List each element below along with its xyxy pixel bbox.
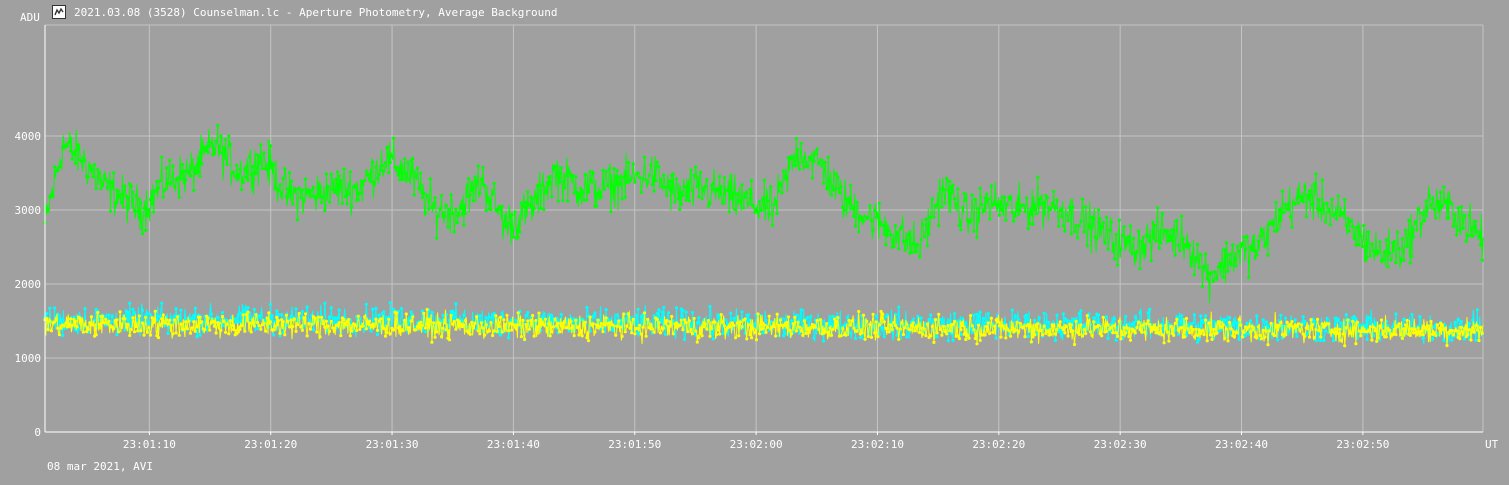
plot-grid [45, 24, 1484, 432]
lightcurve-app-icon [52, 5, 66, 19]
series-layer [43, 123, 1484, 348]
x-tick-label: 23:02:30 [1094, 438, 1147, 451]
x-tick-label: 23:02:00 [730, 438, 783, 451]
x-tick-label: 23:01:40 [487, 438, 540, 451]
x-tick-label: 23:01:30 [366, 438, 419, 451]
x-axis-label: UT [1485, 438, 1499, 451]
y-tick-label: 1000 [15, 352, 42, 365]
x-tick-label: 23:02:40 [1215, 438, 1268, 451]
observation-date-label: 08 mar 2021, AVI [47, 460, 153, 473]
y-tick-label: 4000 [15, 130, 42, 143]
x-tick-label: 23:01:10 [123, 438, 176, 451]
series-3 [43, 307, 1484, 348]
y-tick-label: 0 [34, 426, 41, 439]
window-title-bar: 2021.03.08 (3528) Counselman.lc - Apertu… [52, 3, 557, 21]
x-tick-label: 23:02:10 [851, 438, 904, 451]
y-tick-label: 3000 [15, 204, 42, 217]
window-title: 2021.03.08 (3528) Counselman.lc - Apertu… [74, 5, 558, 19]
series-line [44, 125, 1484, 304]
x-tick-label: 23:02:50 [1336, 438, 1389, 451]
series-markers [43, 307, 1484, 348]
series-1 [43, 123, 1484, 304]
x-tick-label: 23:01:20 [244, 438, 297, 451]
y-tick-label: 2000 [15, 278, 42, 291]
x-tick-label: 23:01:50 [608, 438, 661, 451]
y-axis-label: ADU [20, 11, 40, 24]
x-tick-label: 23:02:20 [972, 438, 1025, 451]
axes: 0 1000 2000 3000 4000 23:01:10 23:01:20 23:01:3… [15, 11, 1499, 451]
